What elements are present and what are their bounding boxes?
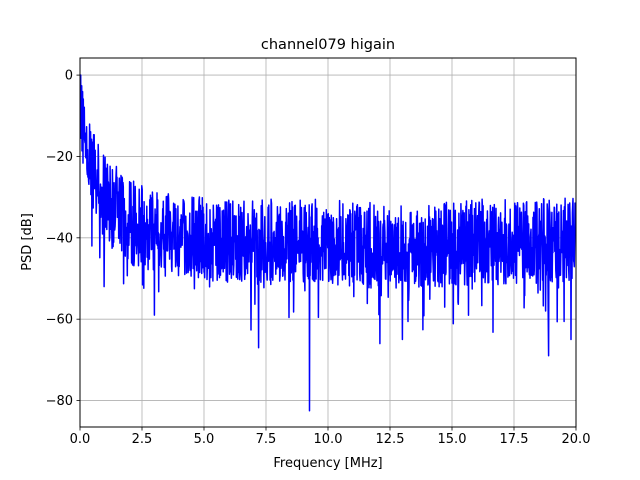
x-tick-label: 7.5 <box>256 432 277 447</box>
y-tick-label: −60 <box>46 313 73 328</box>
x-tick-label: 5.0 <box>194 432 215 447</box>
y-tick-label: −40 <box>46 231 73 246</box>
psd-series-line <box>80 74 576 412</box>
x-tick-label: 12.5 <box>376 432 405 447</box>
y-axis-ticks: 0 −20 −40 −60 −80 <box>46 69 80 409</box>
x-axis-label: Frequency [MHz] <box>273 456 382 471</box>
y-tick-label: −80 <box>46 394 73 409</box>
x-tick-label: 10.0 <box>314 432 343 447</box>
x-tick-label: 2.5 <box>132 432 153 447</box>
x-tick-label: 20.0 <box>562 432 591 447</box>
chart-title: channel079 higain <box>261 37 395 53</box>
y-tick-label: −20 <box>46 150 73 165</box>
x-tick-label: 15.0 <box>438 432 467 447</box>
series-layer <box>80 74 576 412</box>
x-axis-ticks: 0.0 2.5 5.0 7.5 10.0 12.5 15.0 17.5 20.0 <box>70 427 591 447</box>
y-tick-label: 0 <box>65 69 73 84</box>
y-axis-label: PSD [dB] <box>20 213 35 271</box>
x-tick-label: 17.5 <box>500 432 529 447</box>
x-tick-label: 0.0 <box>70 432 91 447</box>
